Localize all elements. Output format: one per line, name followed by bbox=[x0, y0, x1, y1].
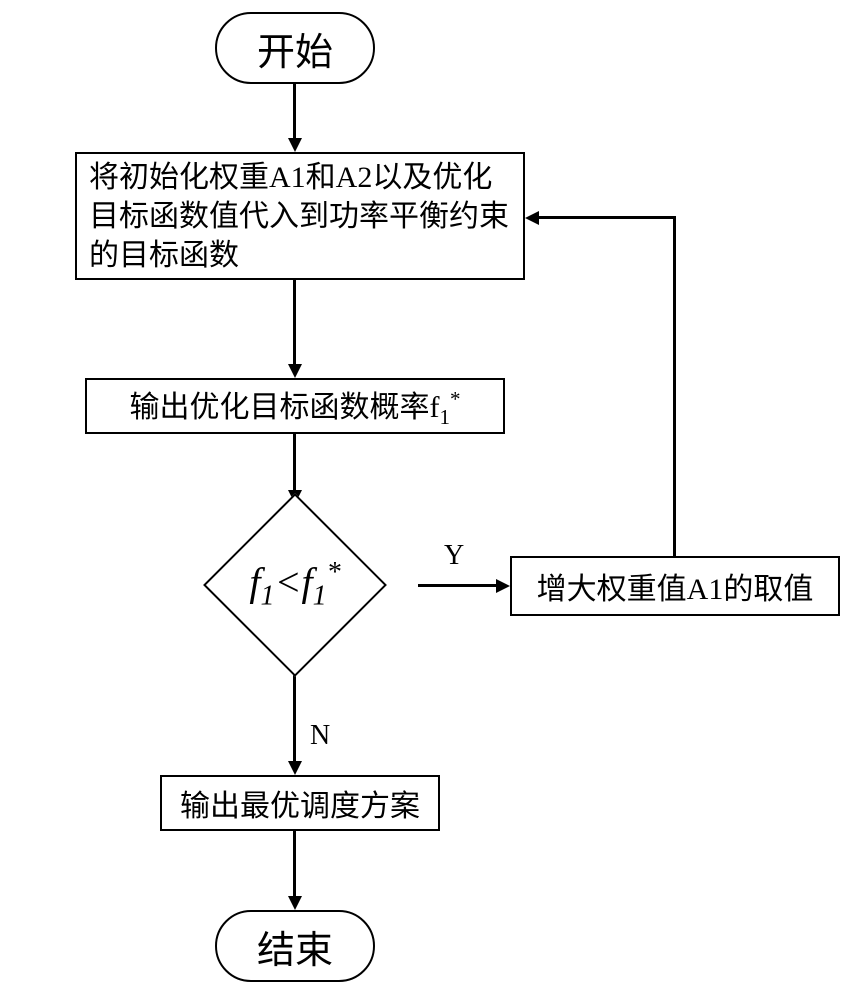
edge-output-decision bbox=[293, 434, 296, 492]
end-label: 结束 bbox=[257, 919, 333, 974]
edge-start-init-head bbox=[288, 138, 302, 152]
edge-decision-increase bbox=[418, 584, 496, 587]
edge-label-y: Y bbox=[444, 540, 464, 572]
edge-init-output-head bbox=[288, 364, 302, 378]
increase-node: 增大权重值A1的取值 bbox=[510, 556, 840, 616]
increase-label: 增大权重值A1的取值 bbox=[537, 564, 814, 608]
init-label: 将初始化权重A1和A2以及优化目标函数值代入到功率平衡约束的目标函数 bbox=[89, 158, 511, 275]
output-prob-label: 输出优化目标函数概率f1* bbox=[130, 382, 461, 430]
output-prob-node: 输出优化目标函数概率f1* bbox=[85, 378, 505, 434]
start-node: 开始 bbox=[215, 12, 375, 84]
output-plan-node: 输出最优调度方案 bbox=[160, 775, 440, 831]
decision-node: f1<f1* bbox=[195, 505, 395, 665]
edge-increase-init-h bbox=[538, 216, 676, 219]
edge-decision-output-plan-head bbox=[288, 761, 302, 775]
edge-output-plan-end-head bbox=[288, 896, 302, 910]
edge-init-output bbox=[293, 280, 296, 364]
edge-decision-increase-head bbox=[496, 579, 510, 593]
edge-increase-init-v bbox=[673, 218, 676, 556]
edge-increase-init-head bbox=[525, 211, 539, 225]
edge-label-n: N bbox=[310, 720, 330, 752]
flowchart-container: Y N 开始 将初始化权重A1和A2以及优化目标函数值代入到功率平衡约束的目标函… bbox=[0, 0, 865, 1000]
end-node: 结束 bbox=[215, 910, 375, 982]
start-label: 开始 bbox=[257, 21, 333, 76]
init-node: 将初始化权重A1和A2以及优化目标函数值代入到功率平衡约束的目标函数 bbox=[75, 152, 525, 280]
output-plan-label: 输出最优调度方案 bbox=[180, 781, 420, 825]
edge-decision-output-plan bbox=[293, 668, 296, 762]
edge-start-init bbox=[293, 84, 296, 140]
edge-output-plan-end bbox=[293, 831, 296, 897]
decision-label: f1<f1* bbox=[249, 557, 340, 612]
